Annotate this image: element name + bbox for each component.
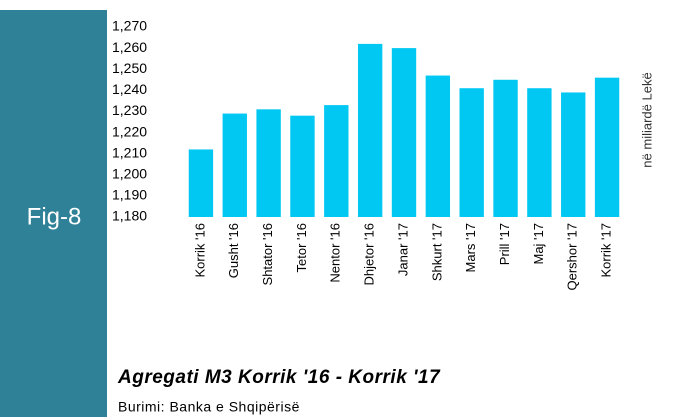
bar bbox=[188, 149, 214, 217]
x-tick-label: Qershor '17 bbox=[565, 223, 580, 291]
y-tick-label: 1,240 bbox=[112, 81, 147, 97]
y-tick-label: 1,180 bbox=[112, 208, 147, 224]
y-tick-label: 1,220 bbox=[112, 123, 147, 139]
bar bbox=[527, 88, 552, 217]
bar bbox=[594, 77, 620, 218]
x-tick-label: Mars '17 bbox=[463, 223, 478, 272]
chart-title: Agregati M3 Korrik '16 - Korrik '17 bbox=[117, 367, 441, 388]
side-panel bbox=[0, 10, 107, 417]
x-tick-label: Dhjetor '16 bbox=[362, 223, 377, 285]
bar bbox=[290, 115, 315, 217]
bar bbox=[256, 109, 281, 217]
y-tick-label: 1,270 bbox=[112, 18, 147, 34]
bar bbox=[324, 105, 349, 217]
x-tick-label: Korrik '17 bbox=[599, 223, 614, 278]
bar bbox=[425, 75, 451, 217]
bar bbox=[493, 79, 518, 218]
x-tick-label: Prill '17 bbox=[497, 223, 512, 265]
y-tick-label: 1,200 bbox=[112, 165, 147, 181]
bar bbox=[459, 88, 484, 217]
y-tick-label: 1,210 bbox=[112, 144, 147, 160]
bar bbox=[391, 48, 417, 217]
y-tick-label: 1,260 bbox=[112, 39, 147, 55]
source: Burimi: Banka e Shqipërisë bbox=[118, 399, 300, 415]
y-axis-label: në miliardë Lekë bbox=[639, 72, 654, 167]
x-tick-label: Tetor '16 bbox=[294, 223, 309, 272]
x-tick-label: Shtator '16 bbox=[260, 223, 275, 285]
x-tick-label: Korrik '16 bbox=[192, 223, 207, 278]
x-tick-label: Janar '17 bbox=[395, 223, 410, 276]
y-tick-label: 1,250 bbox=[112, 60, 147, 76]
x-tick-label: Nentor '16 bbox=[328, 223, 343, 283]
y-tick-label: 1,230 bbox=[112, 102, 147, 118]
bar bbox=[222, 113, 247, 217]
x-tick-label: Shkurt '17 bbox=[429, 223, 444, 281]
x-tick-label: Maj '17 bbox=[531, 223, 546, 265]
y-tick-label: 1,190 bbox=[112, 187, 147, 203]
bar bbox=[561, 92, 586, 217]
figure-label: Fig-8 bbox=[27, 203, 82, 230]
x-tick-label: Gusht '16 bbox=[226, 223, 241, 278]
bar bbox=[357, 43, 383, 218]
